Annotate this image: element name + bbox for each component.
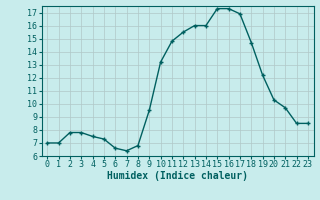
X-axis label: Humidex (Indice chaleur): Humidex (Indice chaleur) — [107, 171, 248, 181]
